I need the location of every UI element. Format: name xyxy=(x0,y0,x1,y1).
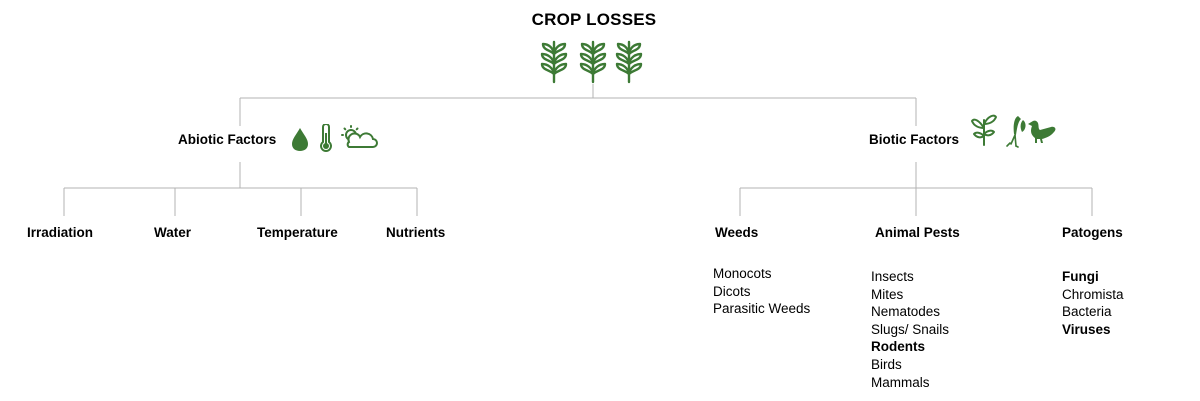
abiotic-factors-label: Abiotic Factors xyxy=(178,132,277,147)
biotic-factors-label: Biotic Factors xyxy=(869,132,960,147)
wheat-icon xyxy=(615,40,643,84)
animal-pests-list: Insects Mites Nematodes Slugs/ Snails Rodent… xyxy=(871,268,949,391)
bird-icon xyxy=(1028,120,1056,143)
list-item: Nematodes xyxy=(871,304,941,320)
list-item: Bacteria xyxy=(1062,304,1112,320)
list-item: Viruses xyxy=(1062,321,1111,337)
water-drop-icon xyxy=(292,128,308,151)
list-item: Dicots xyxy=(713,283,751,299)
caterpillar-larva-icon xyxy=(1006,116,1026,148)
thermometer-icon xyxy=(320,124,332,152)
list-item: Mites xyxy=(871,286,904,302)
list-item: Birds xyxy=(871,356,902,372)
list-item: Mammals xyxy=(871,374,930,390)
list-item: Insects xyxy=(871,269,914,284)
leaf-water: Water xyxy=(154,225,192,240)
leaf-temperature: Temperature xyxy=(257,225,338,240)
plant-sprout-icon xyxy=(971,114,997,146)
list-item: Chromista xyxy=(1062,286,1124,302)
diagram-title: CROP LOSSES xyxy=(531,10,657,29)
leaf-patogens: Patogens xyxy=(1062,225,1123,240)
list-item: Parasitic Weeds xyxy=(713,301,811,317)
list-item: Monocots xyxy=(713,266,772,281)
list-item: Slugs/ Snails xyxy=(871,321,950,337)
leaf-animal-pests: Animal Pests xyxy=(875,225,960,240)
wheat-icons xyxy=(540,40,643,84)
leaf-weeds: Weeds xyxy=(715,225,759,240)
wheat-icon xyxy=(579,40,607,84)
list-item: Fungi xyxy=(1062,269,1099,284)
patogens-list: Fungi Chromista Bacteria Viruses xyxy=(1062,268,1124,338)
wheat-icon xyxy=(540,40,568,84)
list-item: Rodents xyxy=(871,339,925,355)
leaf-nutrients: Nutrients xyxy=(386,225,446,240)
weeds-list: Monocots Dicots Parasitic Weeds xyxy=(713,265,810,318)
leaf-irradiation: Irradiation xyxy=(27,225,94,240)
sun-cloud-icon xyxy=(341,125,378,148)
